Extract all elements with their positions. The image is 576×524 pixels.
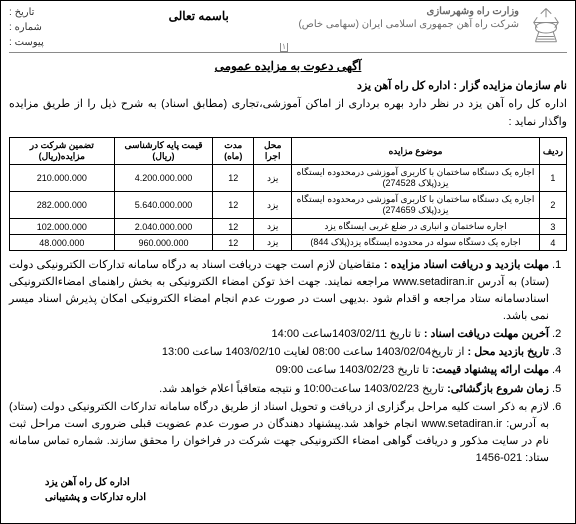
ministry-name: وزارت راه وشهرسازی xyxy=(298,5,519,18)
col-duration: مدت (ماه) xyxy=(213,138,254,165)
table-body: 1 اجاره یک دستگاه ساختمان با کاربری آموز… xyxy=(10,165,567,251)
org-value: اداره کل راه آهن یزد xyxy=(357,80,450,92)
cell-subject: اجاره ساختمان و انباری در ضلع غربی ایستگ… xyxy=(292,219,540,235)
cell-base-price: 960.000.000 xyxy=(114,235,213,251)
org-lines: وزارت راه وشهرسازی شرکت راه آهن جمهوری ا… xyxy=(298,5,519,31)
notice-title: آگهی دعوت به مزایده عمومی xyxy=(9,59,567,73)
table-row: 1 اجاره یک دستگاه ساختمان با کاربری آموز… xyxy=(10,165,567,192)
col-subject: موضوع مزایده xyxy=(292,138,540,165)
cell-guarantee: 102.000.000 xyxy=(10,219,115,235)
footer-line1: اداره کل راه آهن یزد xyxy=(45,475,567,490)
cell-subject: اجاره یک دستگاه ساختمان با کاربری آموزشی… xyxy=(292,192,540,219)
col-row: ردیف xyxy=(539,138,566,165)
point-1: مهلت بازدید و دریافت اسناد مزایده : متقا… xyxy=(9,257,549,325)
page-tick: ۱ xyxy=(280,43,288,52)
intro-paragraph: اداره کل راه آهن یزد در نظر دارد بهره بر… xyxy=(9,96,567,131)
col-guarantee: تضمین شرکت در مزایده(ریال) xyxy=(10,138,115,165)
p4-body: تا تاریخ 1403/02/23 ساعت 09:00 xyxy=(276,364,429,376)
date-label: تاریخ : xyxy=(9,5,99,20)
cell-duration: 12 xyxy=(213,192,254,219)
col-location: محل اجرا xyxy=(254,138,292,165)
table-row: 4 اجاره یک دستگاه سوله در محدوده ایستگاه… xyxy=(10,235,567,251)
cell-row: 1 xyxy=(539,165,566,192)
point-3: تاریخ بازدید محل : از تاریخ1403/02/04 سا… xyxy=(9,344,549,361)
number-label: شماره : xyxy=(9,20,99,35)
point-4: مهلت ارائه پیشنهاد قیمت: تا تاریخ 1403/0… xyxy=(9,362,549,379)
table-row: 2 اجاره یک دستگاه ساختمان با کاربری آموز… xyxy=(10,192,567,219)
cell-duration: 12 xyxy=(213,219,254,235)
p2-body: تا تاریخ 1403/02/11ساعت 14:00 xyxy=(272,328,421,340)
org-name-line: نام سازمان مزایده گزار : اداره کل راه آه… xyxy=(9,79,567,92)
cell-base-price: 5.640.000.000 xyxy=(114,192,213,219)
p1-label: مهلت بازدید و دریافت اسناد مزایده : xyxy=(384,259,549,271)
cell-row: 2 xyxy=(539,192,566,219)
org-label: نام سازمان مزایده گزار : xyxy=(453,80,567,92)
document-page: وزارت راه وشهرسازی شرکت راه آهن جمهوری ا… xyxy=(0,0,576,524)
cell-location: یزد xyxy=(254,192,292,219)
points-list: مهلت بازدید و دریافت اسناد مزایده : متقا… xyxy=(9,257,567,467)
cell-base-price: 2.040.000.000 xyxy=(114,219,213,235)
cell-subject: اجاره یک دستگاه سوله در محدوده ایستگاه ی… xyxy=(292,235,540,251)
cell-row: 3 xyxy=(539,219,566,235)
p3-label: تاریخ بازدید محل : xyxy=(467,346,549,358)
p6-url: www.setadiran.ir xyxy=(422,418,503,430)
p6-phone: 1456-021 xyxy=(476,452,523,464)
table-header-row: ردیف موضوع مزایده محل اجرا مدت (ماه) قیم… xyxy=(10,138,567,165)
attachment-label: پیوست : xyxy=(9,35,99,50)
footer-line2: اداره تدارکات و پشتیبانی xyxy=(45,490,567,505)
cell-guarantee: 282.000.000 xyxy=(10,192,115,219)
col-base-price: قیمت پایه کارشناسی (ریال) xyxy=(114,138,213,165)
company-name: شرکت راه آهن جمهوری اسلامی ایران (سهامی … xyxy=(298,18,519,31)
bismillah: باسمه تعالی xyxy=(169,5,229,23)
tender-table: ردیف موضوع مزایده محل اجرا مدت (ماه) قیم… xyxy=(9,137,567,251)
cell-location: یزد xyxy=(254,219,292,235)
p3-body: از تاریخ1403/02/04 ساعت 08:00 لغایت 1403… xyxy=(162,346,465,358)
cell-guarantee: 210.000.000 xyxy=(10,165,115,192)
header-right: وزارت راه وشهرسازی شرکت راه آهن جمهوری ا… xyxy=(298,5,567,47)
point-5: زمان شروع بازگشائی: تاریخ 1403/02/23 ساع… xyxy=(9,381,549,398)
cell-duration: 12 xyxy=(213,235,254,251)
cell-location: یزد xyxy=(254,235,292,251)
p5-body: تاریخ 1403/02/23 ساعت10:00 و نتیجه متعاق… xyxy=(159,383,444,395)
table-row: 3 اجاره ساختمان و انباری در ضلع غربی ایس… xyxy=(10,219,567,235)
cell-subject: اجاره یک دستگاه ساختمان با کاربری آموزشی… xyxy=(292,165,540,192)
p4-label: مهلت ارائه پیشنهاد قیمت: xyxy=(432,364,549,376)
cell-base-price: 4.200.000.000 xyxy=(114,165,213,192)
cell-row: 4 xyxy=(539,235,566,251)
header-meta: تاریخ : شماره : پیوست : xyxy=(9,5,99,50)
p1-url: www.setadiran.ir xyxy=(393,276,474,288)
cell-location: یزد xyxy=(254,165,292,192)
cell-guarantee: 48.000.000 xyxy=(10,235,115,251)
footer-signature: اداره کل راه آهن یزد اداره تدارکات و پشت… xyxy=(9,475,567,505)
railway-logo-icon xyxy=(525,5,567,47)
point-2: آخرین مهلت دریافت اسناد : تا تاریخ 1403/… xyxy=(9,326,549,343)
p2-label: آخرین مهلت دریافت اسناد : xyxy=(424,328,549,340)
header: وزارت راه وشهرسازی شرکت راه آهن جمهوری ا… xyxy=(9,5,567,53)
point-6: لازم به ذکر است کلیه مراحل برگزاری از در… xyxy=(9,399,549,467)
p5-label: زمان شروع بازگشائی: xyxy=(447,383,549,395)
cell-duration: 12 xyxy=(213,165,254,192)
